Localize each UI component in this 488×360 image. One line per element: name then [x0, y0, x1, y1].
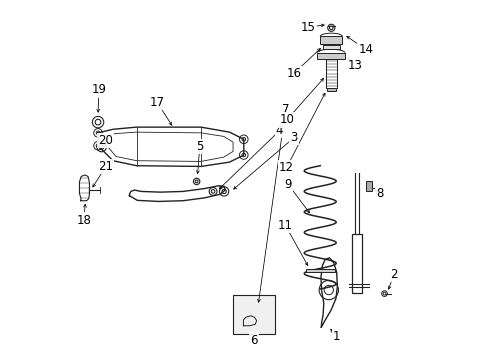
- Text: 12: 12: [279, 161, 294, 174]
- Text: 3: 3: [289, 131, 297, 144]
- Text: 5: 5: [196, 140, 203, 153]
- Text: 2: 2: [389, 268, 397, 281]
- Text: 21: 21: [98, 160, 113, 173]
- Text: 9: 9: [284, 178, 291, 191]
- Text: 16: 16: [285, 67, 301, 80]
- Bar: [323, 45, 339, 49]
- Bar: [305, 269, 335, 272]
- Text: 19: 19: [91, 84, 106, 96]
- Bar: [352, 234, 361, 293]
- Text: 18: 18: [76, 213, 91, 226]
- Text: 6: 6: [250, 333, 257, 347]
- Text: 13: 13: [347, 59, 362, 72]
- Text: 4: 4: [275, 124, 283, 137]
- Text: 1: 1: [332, 330, 340, 343]
- Bar: [233, 295, 275, 334]
- Text: 15: 15: [300, 21, 315, 33]
- Text: 10: 10: [279, 113, 293, 126]
- Bar: [320, 36, 342, 44]
- Text: 8: 8: [375, 187, 383, 200]
- Text: 14: 14: [358, 43, 373, 56]
- Bar: [326, 88, 335, 91]
- Text: 7: 7: [281, 103, 289, 116]
- Text: 17: 17: [149, 96, 164, 109]
- Text: 20: 20: [98, 134, 113, 147]
- Bar: [316, 53, 344, 59]
- Text: 11: 11: [278, 219, 292, 232]
- Bar: [365, 181, 371, 192]
